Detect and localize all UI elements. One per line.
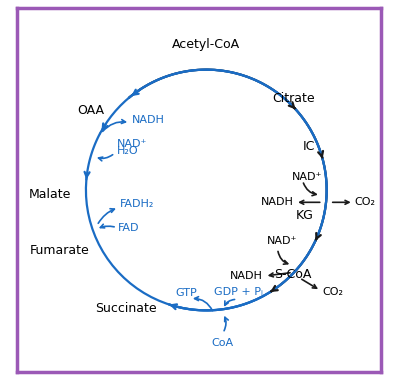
Text: IC: IC <box>302 141 315 154</box>
Text: CO₂: CO₂ <box>322 287 343 298</box>
Text: S-CoA: S-CoA <box>274 268 312 281</box>
Text: FAD: FAD <box>118 223 139 233</box>
Text: Malate: Malate <box>29 188 71 201</box>
Text: Acetyl-CoA: Acetyl-CoA <box>172 38 240 51</box>
Text: KG: KG <box>296 209 314 222</box>
Text: CoA: CoA <box>212 338 234 348</box>
Text: NAD⁺: NAD⁺ <box>117 139 147 149</box>
Text: FADH₂: FADH₂ <box>119 199 154 209</box>
Text: NAD⁺: NAD⁺ <box>267 236 297 246</box>
Text: Succinate: Succinate <box>95 302 157 315</box>
Text: CO₂: CO₂ <box>355 197 376 207</box>
Text: NADH: NADH <box>261 197 293 207</box>
Text: NADH: NADH <box>132 115 165 125</box>
Text: NAD⁺: NAD⁺ <box>292 172 322 182</box>
Text: Citrate: Citrate <box>273 92 315 105</box>
Text: H₂O: H₂O <box>117 146 139 156</box>
Text: GDP + Pᵢ: GDP + Pᵢ <box>214 287 263 297</box>
Text: Fumarate: Fumarate <box>30 244 90 257</box>
Text: OAA: OAA <box>77 104 104 117</box>
Text: NADH: NADH <box>230 271 263 281</box>
Text: GTP: GTP <box>176 288 197 298</box>
